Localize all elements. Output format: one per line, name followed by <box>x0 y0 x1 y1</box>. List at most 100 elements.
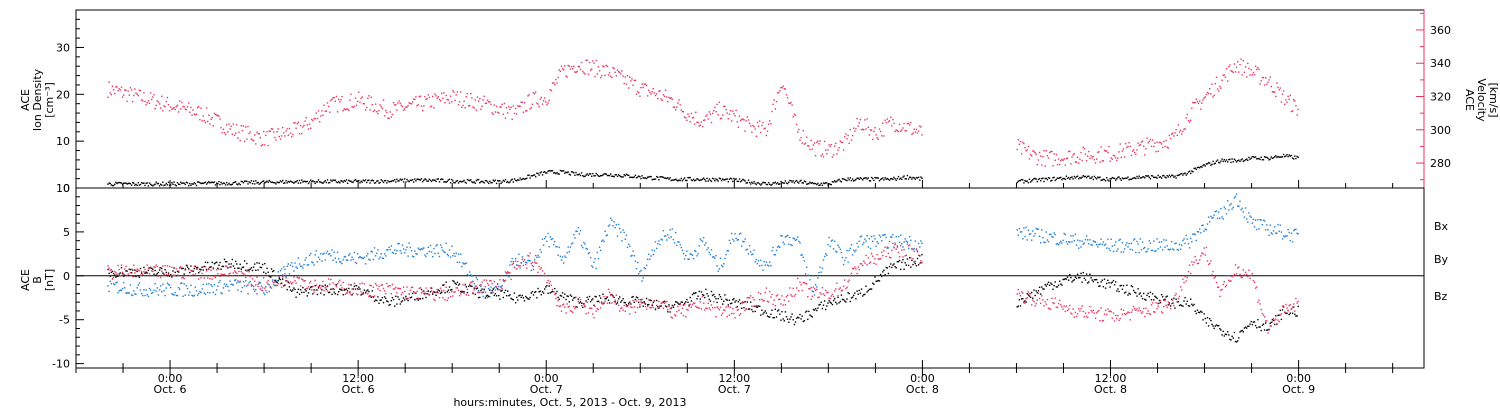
data-point <box>344 109 347 111</box>
data-point <box>1240 276 1242 278</box>
data-point <box>517 299 519 301</box>
data-point <box>518 265 520 267</box>
data-point <box>799 180 801 182</box>
data-point <box>1238 266 1240 268</box>
data-point <box>810 298 812 301</box>
data-point <box>873 179 875 182</box>
data-point <box>810 182 812 184</box>
data-point <box>641 83 643 85</box>
data-point <box>1047 157 1050 159</box>
data-point <box>670 97 672 99</box>
data-point <box>554 171 556 174</box>
data-point <box>623 304 625 307</box>
data-point <box>153 94 155 96</box>
data-point <box>1237 340 1239 342</box>
data-point <box>1188 305 1191 307</box>
data-point <box>155 181 157 183</box>
data-point <box>1050 233 1052 235</box>
data-point <box>432 179 434 181</box>
data-point <box>1102 319 1105 322</box>
data-point <box>343 108 345 110</box>
data-point <box>1059 299 1061 301</box>
data-point <box>1275 315 1277 317</box>
data-point <box>1174 132 1176 134</box>
data-point <box>809 181 811 183</box>
data-point <box>583 303 585 305</box>
data-point <box>570 310 573 313</box>
data-point <box>493 294 495 297</box>
data-point <box>389 248 391 251</box>
data-point <box>601 302 603 304</box>
data-point <box>1104 150 1107 152</box>
data-point <box>856 177 858 179</box>
data-point <box>827 291 829 294</box>
data-point <box>1212 96 1214 98</box>
data-point <box>259 288 261 290</box>
data-point <box>1216 286 1219 288</box>
data-point <box>500 182 502 185</box>
data-point <box>695 250 697 253</box>
data-point <box>1111 176 1113 179</box>
data-point <box>700 291 703 293</box>
data-point <box>775 183 778 185</box>
data-point <box>433 247 435 250</box>
data-point <box>294 280 296 282</box>
data-point <box>1203 164 1205 166</box>
data-point <box>846 179 848 182</box>
data-point <box>1200 108 1202 110</box>
data-point <box>679 303 681 305</box>
data-point <box>551 290 554 293</box>
data-point <box>703 177 705 179</box>
data-point <box>808 274 810 276</box>
data-point <box>1246 218 1248 220</box>
data-point <box>648 299 650 301</box>
data-point <box>1127 176 1129 178</box>
data-point <box>386 111 388 114</box>
data-point <box>148 272 151 275</box>
data-point <box>854 179 856 182</box>
data-point <box>1107 151 1109 154</box>
data-point <box>631 254 633 257</box>
data-point <box>467 285 470 288</box>
data-point <box>557 76 559 79</box>
data-point <box>656 247 658 250</box>
data-point <box>634 298 637 301</box>
data-point <box>1227 275 1229 277</box>
data-point <box>149 266 152 268</box>
data-point <box>779 298 781 300</box>
data-point <box>860 263 863 265</box>
data-point <box>608 224 611 226</box>
data-point <box>1094 241 1097 243</box>
data-point <box>332 288 334 290</box>
data-point <box>1094 177 1097 179</box>
data-point <box>182 105 184 108</box>
data-point <box>504 117 507 119</box>
data-point <box>472 292 474 295</box>
data-point <box>813 182 816 185</box>
data-point <box>857 125 859 127</box>
data-point <box>1148 313 1150 315</box>
data-point <box>1218 286 1220 288</box>
data-point <box>1110 157 1112 159</box>
data-point <box>279 283 282 285</box>
data-point <box>346 292 349 294</box>
data-point <box>330 179 332 181</box>
data-point <box>737 239 740 241</box>
data-point <box>765 183 768 186</box>
data-point <box>153 273 155 275</box>
data-point <box>1101 160 1103 162</box>
data-point <box>549 89 551 91</box>
data-point <box>185 274 188 277</box>
data-point <box>558 173 560 175</box>
data-point <box>810 315 812 317</box>
data-point <box>115 181 117 184</box>
data-point <box>1256 158 1258 160</box>
data-point <box>1113 320 1116 322</box>
data-point <box>1027 145 1030 148</box>
data-point <box>1129 145 1131 148</box>
data-point <box>710 304 713 306</box>
data-point <box>649 175 651 178</box>
data-point <box>386 182 388 184</box>
data-point <box>409 179 411 181</box>
data-point <box>675 178 677 180</box>
